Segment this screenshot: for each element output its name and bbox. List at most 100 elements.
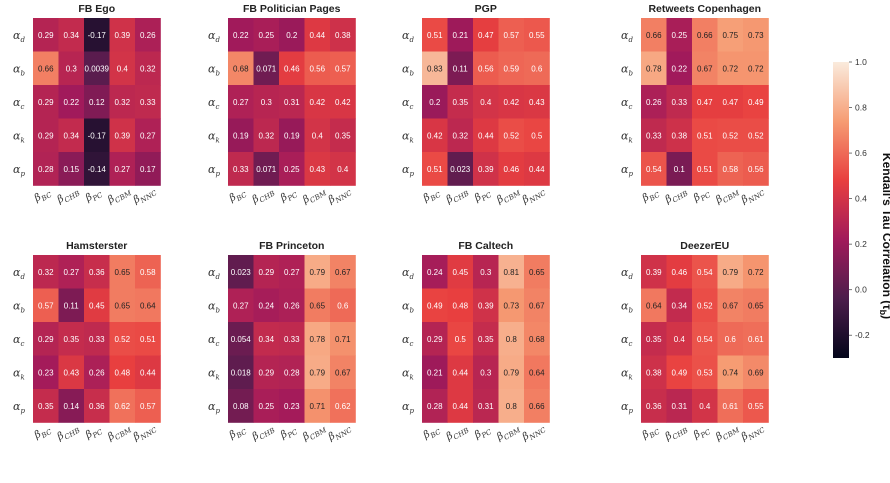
cell-value-label: 0.3 (480, 268, 492, 277)
cell-value-label: 0.57 (335, 64, 351, 73)
cell-value-label: 0.52 (748, 131, 764, 140)
cell-value-label: 0.81 (503, 268, 519, 277)
column-label: βNNC (326, 184, 354, 208)
cell-value-label: 0.17 (140, 165, 156, 174)
cell-value-label: 0.27 (63, 268, 79, 277)
heatmap-cell (447, 51, 474, 86)
cell-value-label: 0.24 (258, 301, 274, 310)
cell-value-label: 0.73 (748, 31, 764, 40)
cell-value-label: 0.22 (671, 64, 687, 73)
heatmap-cell (524, 85, 550, 119)
heatmap-panel: DeezerEU 0.39 0.46 0.54 0.79 0.72 0.64 0.34 0.52… (621, 240, 769, 445)
cell-value-label: 0.43 (63, 368, 79, 377)
column-label: βCBM (300, 184, 328, 208)
cell-value-label: 0.79 (309, 368, 325, 377)
colorbar-tick-label: 0.0 (855, 285, 867, 295)
heatmap-cell (666, 85, 693, 119)
cell-value-label: 0.054 (231, 335, 252, 344)
heatmap-cell (304, 18, 331, 52)
row-label: αd (13, 266, 25, 281)
row-label: αp (621, 400, 633, 415)
cell-value-label: 0.51 (427, 31, 443, 40)
row-label: αb (621, 299, 633, 314)
heatmap-cell (498, 152, 525, 186)
cell-value-label: 0.58 (722, 165, 738, 174)
cell-value-label: 0.32 (452, 131, 468, 140)
cell-value-label: 0.34 (671, 301, 687, 310)
heatmap-cell (447, 118, 474, 153)
cell-value-label: 0.35 (646, 335, 662, 344)
cell-value-label: 0.33 (233, 165, 249, 174)
heatmap-cell (666, 389, 693, 423)
colorbar: 1.0 0.8 0.6 0.4 0.2 0.0 -0.2 Kendall's Tau Cor… (833, 57, 890, 358)
heatmap-cell (524, 288, 550, 323)
cell-value-label: 0.4 (312, 131, 324, 140)
heatmap-cell (304, 389, 331, 423)
cell-value-label: 0.018 (231, 368, 252, 377)
panel-title: Hamsterster (66, 240, 127, 252)
cell-value-label: 0.47 (722, 98, 738, 107)
heatmap-cell (33, 255, 59, 289)
heatmap-cell (58, 118, 85, 153)
heatmap-cell (473, 18, 499, 52)
heatmap-cell (33, 18, 59, 52)
heatmap-cell (692, 322, 718, 356)
heatmap-cell (422, 322, 448, 356)
heatmap-cell (109, 18, 136, 52)
cell-value-label: 0.56 (309, 64, 325, 73)
heatmap-cell (304, 85, 331, 119)
heatmap-cell (473, 389, 499, 423)
row-label: αb (13, 62, 25, 77)
column-label: βCBM (713, 184, 741, 208)
heatmap-cell (473, 85, 499, 119)
heatmap-cell (304, 288, 331, 323)
column-label: βCHB (663, 422, 690, 445)
cell-value-label: 0.31 (478, 402, 494, 411)
cell-value-label: 0.33 (140, 98, 156, 107)
cell-value-label: 0.6 (531, 64, 543, 73)
column-label: βBC (640, 423, 662, 443)
heatmap-cell (743, 255, 769, 289)
heatmap-cell (717, 118, 744, 153)
panel-title: DeezerEU (680, 240, 729, 252)
heatmap-cell (498, 118, 525, 153)
heatmap-cell (666, 255, 693, 289)
cell-value-label: 0.57 (140, 402, 156, 411)
heatmap-cell (109, 51, 136, 86)
cell-value-label: 0.56 (748, 165, 764, 174)
heatmap-cell (228, 152, 254, 186)
row-label: αb (621, 62, 633, 77)
panel-title: FB Princeton (259, 240, 324, 252)
heatmap-cell (330, 85, 356, 119)
cell-value-label: 0.42 (335, 98, 351, 107)
column-label: βPC (278, 423, 300, 443)
cell-value-label: 0.79 (722, 268, 738, 277)
colorbar-label: Kendall's Tau Correlation (τb) (878, 153, 890, 319)
heatmap-cell (641, 255, 667, 289)
cell-value-label: 0.67 (335, 268, 351, 277)
column-label: βNNC (326, 421, 354, 445)
heatmap-cell (135, 255, 161, 289)
heatmap-cell (109, 355, 136, 390)
heatmap-cell (743, 288, 769, 323)
row-label: αc (621, 96, 632, 111)
row-label: αb (402, 299, 414, 314)
heatmap-cell (330, 355, 356, 390)
heatmap-cell (422, 255, 448, 289)
cell-value-label: 0.32 (258, 131, 274, 140)
cell-value-label: 0.65 (748, 301, 764, 310)
cell-value-label: 0.65 (529, 268, 545, 277)
heatmap-cell (422, 152, 448, 186)
heatmap-panel: FB Ego 0.29 0.34 -0.17 0.39 0.26 0.66 0.3 0.0039… (13, 3, 161, 206)
cell-value-label: 0.4 (337, 165, 349, 174)
heatmap-cell (330, 51, 356, 86)
heatmap-cell (135, 152, 161, 186)
cell-value-label: 0.23 (38, 368, 54, 377)
heatmap-cell (498, 255, 525, 289)
cell-value-label: 0.72 (748, 268, 764, 277)
heatmap-cell (498, 288, 525, 323)
heatmap-cell (33, 288, 59, 323)
cell-value-label: 0.71 (309, 402, 325, 411)
heatmap-cell (641, 85, 667, 119)
heatmap-panel: Retweets Copenhagen 0.66 0.25 0.66 0.75 0.73 0… (621, 3, 769, 208)
